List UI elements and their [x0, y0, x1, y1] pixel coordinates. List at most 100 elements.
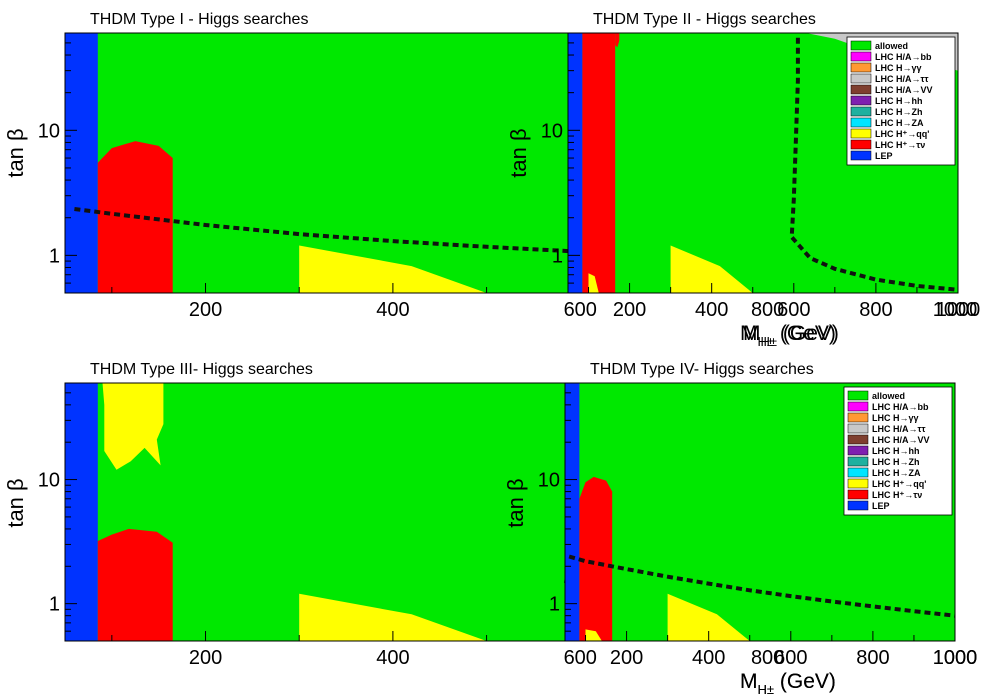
- legend-label: LHC H⁺→qq': [875, 129, 929, 139]
- legend-label: LHC H→ZA: [875, 118, 924, 128]
- legend-swatch-vv: [847, 434, 869, 445]
- legend-label: LHC H→hh: [872, 446, 920, 456]
- legend-swatch-allowed: [847, 390, 869, 401]
- legend-swatch-za: [847, 467, 869, 478]
- excluded-regions: [65, 33, 487, 293]
- x-tick-label: 200: [189, 647, 222, 669]
- y-tick-label: 1: [549, 594, 560, 616]
- x-tick-label: 600: [564, 647, 597, 669]
- excluded-region-taunu: [97, 528, 173, 641]
- x-tick-label: 1000: [933, 647, 978, 669]
- x-tick-label: 800: [751, 299, 784, 321]
- y-tick-label: 1: [552, 245, 563, 267]
- legend-swatch-taunu: [850, 139, 872, 150]
- dashed-boundary-line: [568, 554, 955, 618]
- x-axis-label-unit: (GeV): [774, 670, 836, 693]
- x-tick-label: 600: [774, 647, 807, 669]
- y-tick-label: 10: [38, 120, 60, 142]
- legend-swatch-zh: [850, 106, 872, 117]
- x-tick-label: 1000: [933, 299, 978, 321]
- dashed-boundary-line: [74, 207, 955, 270]
- x-tick-label: 400: [376, 647, 409, 669]
- chart-title: THDM Type III- Higgs searches: [90, 361, 313, 378]
- y-tick-label: 10: [538, 470, 560, 492]
- x-axis-label: MH± (GeV): [740, 670, 836, 695]
- excluded-region-qq: [299, 593, 487, 641]
- x-tick-label: 200: [610, 647, 643, 669]
- excluded-region-qq: [585, 629, 602, 641]
- legend-label: LHC H→γγ: [872, 413, 919, 423]
- legend-label: LHC H/A→ττ: [875, 74, 929, 84]
- x-axis-label-main: M: [740, 670, 758, 693]
- x-tick-label: 200: [613, 299, 646, 321]
- x-tick-label: 800: [856, 647, 889, 669]
- x-axis-label-subscript: H±: [761, 334, 778, 349]
- x-axis-label-subscript: H±: [758, 682, 775, 695]
- x-tick-label: 800: [859, 299, 892, 321]
- y-axis-label: tan β: [503, 478, 528, 527]
- legend-label: LHC H→ZA: [872, 468, 921, 478]
- excluded-region-lep: [568, 33, 583, 293]
- legend-label: LHC H→Zh: [875, 107, 923, 117]
- legend-swatch-taunu: [847, 489, 869, 500]
- chart-title: THDM Type I - Higgs searches: [90, 11, 308, 28]
- x-axis-label-main: M: [743, 322, 761, 345]
- x-axis-label-subscript: H±: [758, 682, 775, 695]
- x-tick-label: 1000: [933, 647, 978, 669]
- legend-swatch-vv: [850, 84, 872, 95]
- chart-title: THDM Type II - Higgs searches: [593, 11, 816, 28]
- legend-label: LHC H/A→ττ: [872, 424, 926, 434]
- plot-frame: [564, 382, 956, 642]
- y-axis-label: tan β: [3, 128, 28, 177]
- legend-label: LHC H/A→bb: [875, 52, 932, 62]
- legend-swatch-gg: [850, 62, 872, 73]
- chart-title: THDM Type IV- Higgs searches: [590, 361, 814, 378]
- x-axis-label-unit: (GeV): [777, 322, 839, 345]
- y-axis-label: tan β: [3, 478, 28, 527]
- dashed-boundary-line: [789, 37, 958, 292]
- x-axis-label-unit: (GeV): [774, 322, 836, 345]
- legend-label: LHC H/A→VV: [872, 435, 930, 445]
- legend-label: LHC H⁺→τν: [872, 490, 922, 500]
- x-axis-label-subscript: H±: [758, 334, 775, 349]
- legend-swatch-hh: [850, 95, 872, 106]
- legend-label: allowed: [875, 41, 908, 51]
- x-tick-label: 600: [777, 299, 810, 321]
- x-tick-label: 400: [695, 299, 728, 321]
- excluded-region-lep: [565, 383, 580, 641]
- x-axis-label: MH± (GeV): [740, 670, 836, 695]
- legend-label: LHC H⁺→τν: [875, 140, 925, 150]
- y-tick-label: 10: [541, 120, 563, 142]
- excluded-region-taunu: [579, 476, 613, 641]
- x-axis-label-main: M: [740, 670, 758, 693]
- excluded-region-qq: [299, 245, 487, 293]
- x-tick-label: 800: [751, 647, 784, 669]
- legend-label: LHC H→hh: [875, 96, 923, 106]
- legend-swatch-qq: [850, 128, 872, 139]
- excluded-region-taunu: [582, 33, 616, 293]
- x-tick-label: 600: [564, 299, 597, 321]
- excluded-region-qq: [667, 593, 750, 641]
- x-tick-label: 200: [189, 299, 222, 321]
- legend-swatch-gg: [847, 412, 869, 423]
- legend-swatch-lep: [847, 500, 869, 511]
- legend-label: LEP: [875, 151, 893, 161]
- legend-label: LHC H⁺→qq': [872, 479, 926, 489]
- excluded-regions: [65, 383, 487, 641]
- legend-swatch-tautau: [850, 73, 872, 84]
- excluded-region-lep: [65, 33, 98, 293]
- y-tick-label: 10: [38, 470, 60, 492]
- y-axis-label: tan β: [506, 128, 531, 177]
- y-tick-label: 1: [49, 245, 60, 267]
- legend-swatch-za: [850, 117, 872, 128]
- legend-label: LHC H/A→bb: [872, 402, 929, 412]
- excluded-region-qq: [588, 273, 599, 293]
- legend-label: LHC H→Zh: [872, 457, 920, 467]
- legend-swatch-zh: [847, 456, 869, 467]
- plot-frame: [567, 32, 959, 294]
